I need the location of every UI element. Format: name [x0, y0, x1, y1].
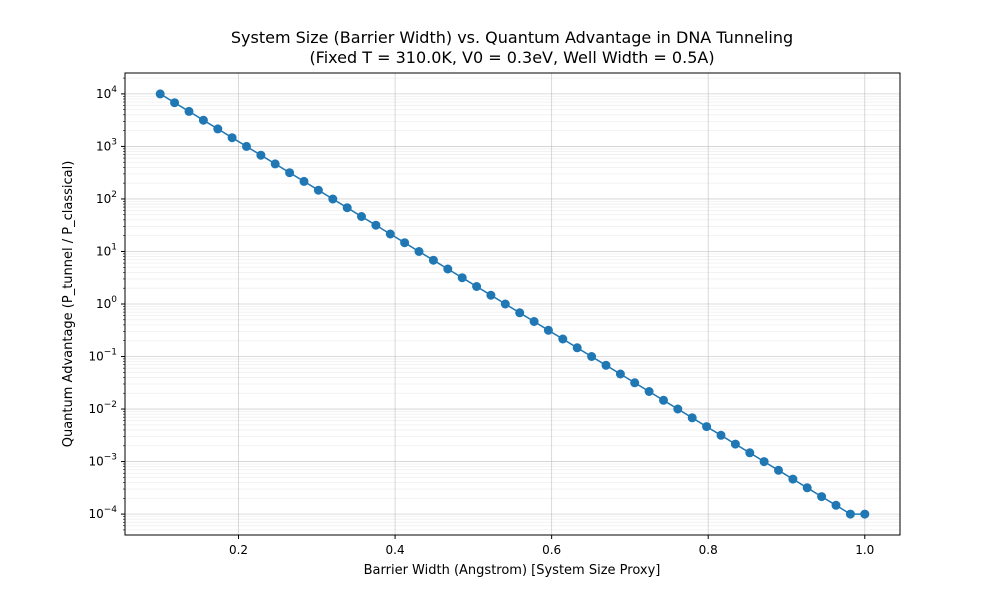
data-point	[515, 308, 525, 318]
data-point	[831, 500, 841, 510]
data-point	[357, 212, 366, 221]
x-axis-label: Barrier Width (Angstrom) [System Size Pr…	[364, 563, 661, 578]
major-grid	[125, 73, 900, 535]
data-point	[702, 422, 712, 432]
data-point	[745, 448, 755, 458]
data-point	[572, 343, 582, 353]
y-tick-label: 101	[96, 242, 117, 258]
data-point	[730, 439, 740, 449]
data-point	[716, 430, 726, 440]
data-point	[644, 387, 654, 396]
x-tick-label: 0.2	[229, 543, 248, 557]
y-tick-label: 100	[96, 295, 117, 311]
x-tick-label: 0.4	[386, 543, 405, 557]
data-point	[155, 89, 165, 99]
data-point	[543, 325, 553, 335]
data-point	[184, 106, 194, 116]
data-point	[443, 264, 453, 274]
data-point	[400, 238, 410, 248]
data-point	[860, 509, 870, 519]
data-point	[299, 176, 309, 186]
chart-title-line-1: System Size (Barrier Width) vs. Quantum …	[231, 28, 793, 47]
y-tick-label: 10−1	[88, 348, 117, 364]
data-point	[587, 352, 597, 361]
data-point	[457, 273, 467, 283]
data-point	[615, 369, 625, 379]
y-tick-label: 102	[96, 190, 117, 206]
data-point	[759, 457, 769, 467]
data-point	[659, 395, 668, 405]
data-point	[558, 334, 568, 344]
data-point	[285, 168, 295, 178]
y-axis-ticks: 10−4 10−3 10−2 10−1 100 101 102 103 104	[88, 77, 125, 531]
data-point	[371, 220, 381, 230]
x-axis-ticks: 0.2 0.4 0.6 0.8 1.0	[229, 535, 874, 557]
data-point	[342, 203, 352, 213]
data-point	[774, 465, 783, 475]
data-point	[385, 229, 395, 239]
data-point	[500, 299, 510, 309]
data-point	[630, 378, 640, 388]
data-point	[428, 255, 438, 265]
x-tick-label: 0.8	[699, 543, 718, 557]
data-point	[414, 247, 424, 256]
y-axis-label: Quantum Advantage (P_tunnel / P_classica…	[61, 161, 76, 448]
chart-title-line-2: (Fixed T = 310.0K, V0 = 0.3eV, Well Widt…	[309, 48, 714, 67]
minor-grid	[125, 77, 900, 531]
data-point	[673, 404, 683, 414]
data-point	[845, 509, 855, 519]
y-tick-label: 10−4	[88, 505, 117, 521]
data-point	[472, 282, 482, 291]
data-point	[788, 474, 798, 484]
data-point	[170, 98, 180, 108]
data-point	[242, 141, 251, 151]
data-point	[256, 150, 266, 160]
y-tick-label: 104	[96, 85, 117, 101]
x-tick-label: 0.6	[542, 543, 561, 557]
data-point	[529, 317, 539, 326]
data-point	[687, 413, 697, 423]
data-point	[213, 124, 223, 134]
data-point	[802, 483, 812, 493]
data-point	[227, 133, 237, 143]
x-tick-label: 1.0	[855, 543, 874, 557]
data-point	[198, 115, 208, 125]
data-point	[486, 290, 496, 300]
data-point	[817, 492, 827, 502]
data-point	[328, 194, 338, 204]
data-point	[313, 185, 323, 195]
y-tick-label: 10−2	[88, 400, 117, 416]
data-point	[270, 159, 280, 169]
data-point	[601, 360, 611, 370]
y-tick-label: 10−3	[88, 453, 117, 469]
y-tick-label: 103	[96, 137, 117, 153]
series-layer	[155, 89, 870, 519]
